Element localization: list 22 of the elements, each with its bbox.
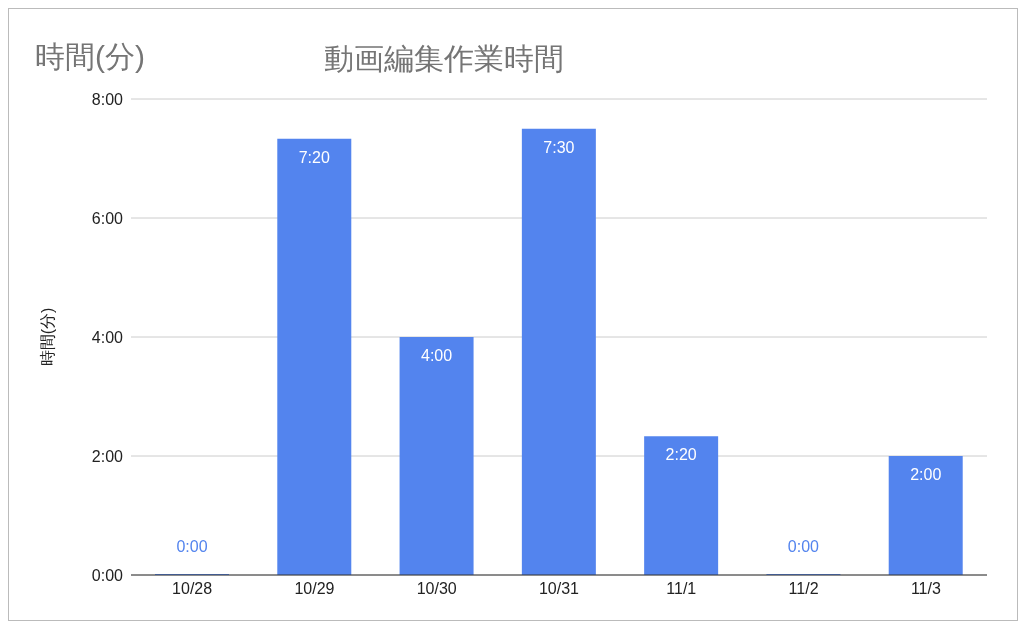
data-label: 7:20 — [298, 148, 330, 166]
data-label: 0:00 — [176, 538, 208, 555]
x-tick-label: 10/31 — [538, 580, 580, 598]
y-tick-label: 8:00 — [91, 90, 124, 108]
x-tick-label: 10/29 — [294, 580, 335, 598]
data-label: 2:00 — [910, 466, 942, 483]
data-label: 2:20 — [665, 446, 697, 464]
x-tick-label: 11/2 — [788, 580, 819, 598]
x-tick-label: 11/3 — [910, 580, 941, 598]
x-tick-label: 10/30 — [416, 580, 457, 598]
text: 時間(分) — [35, 39, 145, 75]
chart-title: 動画編集作業時間 — [324, 41, 564, 77]
y-tick-label: 4:00 — [91, 328, 124, 346]
x-tick-label: 11/1 — [666, 580, 697, 598]
y-tick-label: 2:00 — [91, 447, 124, 465]
data-label: 0:00 — [787, 538, 820, 555]
x-tick-label: 10/28 — [172, 580, 213, 598]
y-tick-label: 0:00 — [91, 566, 124, 584]
data-label: 4:00 — [421, 347, 453, 364]
y-axis-title: 時間(分) — [38, 307, 56, 367]
data-label: 7:30 — [543, 138, 575, 156]
y-tick-label: 6:00 — [91, 209, 124, 227]
